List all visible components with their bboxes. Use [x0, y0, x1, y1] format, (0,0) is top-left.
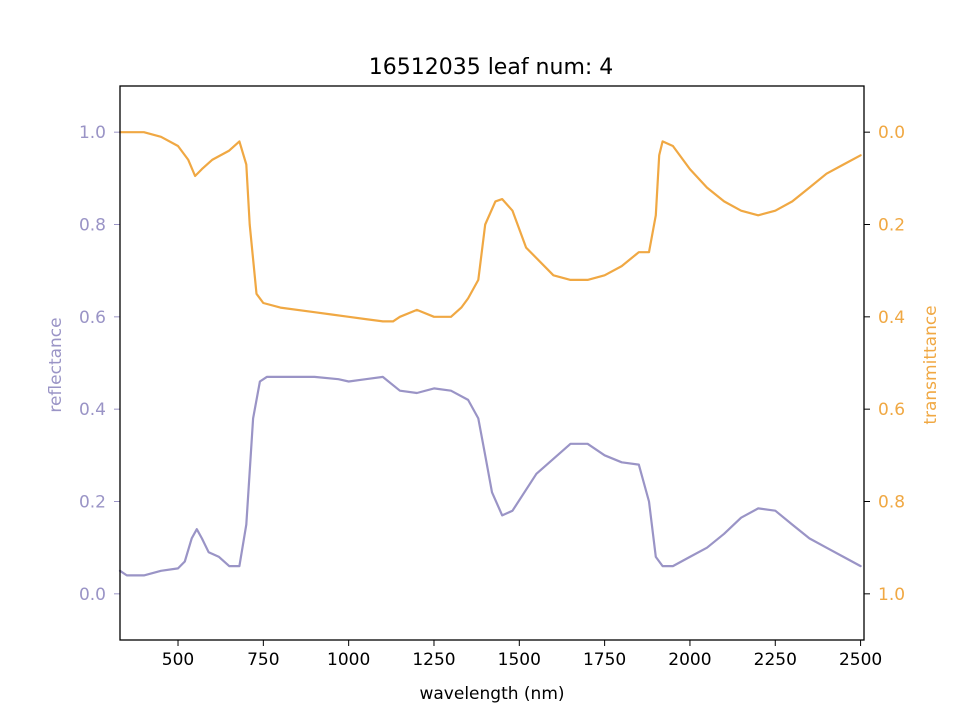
series-line-transmittance: [118, 131, 862, 323]
y-left-tick-label: 1.0: [79, 123, 106, 143]
x-tick-label: 1250: [412, 650, 455, 670]
y-right-tick-label: 0.0: [878, 123, 905, 143]
y-right-tick-label: 0.4: [878, 308, 905, 328]
x-tick-label: 1750: [583, 650, 626, 670]
y-right-tick-label: 1.0: [878, 585, 905, 605]
chart-title: 16512035 leaf num: 4: [369, 55, 614, 80]
y-right-tick-label: 0.6: [878, 400, 905, 420]
y-right-tick-label: 0.8: [878, 493, 905, 513]
y-axis-label-left: reflectance: [46, 317, 66, 412]
x-tick-label: 1500: [498, 650, 541, 670]
y-left-tick-label: 0.2: [79, 493, 106, 513]
plot-frame: [119, 85, 865, 641]
x-axis-label: wavelength (nm): [419, 684, 564, 704]
x-tick-label: 2000: [668, 650, 711, 670]
x-tick-label: 1000: [327, 650, 370, 670]
y-left-tick-label: 0.6: [79, 308, 106, 328]
y-left-tick-label: 0.8: [79, 216, 106, 236]
x-tick-label: 2250: [754, 650, 797, 670]
series-layer: [118, 131, 862, 577]
y-left-tick-label: 0.4: [79, 400, 106, 420]
x-tick-label: 500: [162, 650, 194, 670]
x-tick-label: 750: [247, 650, 279, 670]
series-line-reflectance: [118, 375, 862, 577]
ticks-layer: 500 750 1000 1250 1500 1750 2000 2250 2500 0.0 0.2…: [79, 123, 905, 670]
y-axis-label-right: transmittance: [921, 305, 941, 424]
x-tick-label: 2500: [839, 650, 882, 670]
y-left-tick-label: 0.0: [79, 585, 106, 605]
y-right-tick-label: 0.2: [878, 216, 905, 236]
